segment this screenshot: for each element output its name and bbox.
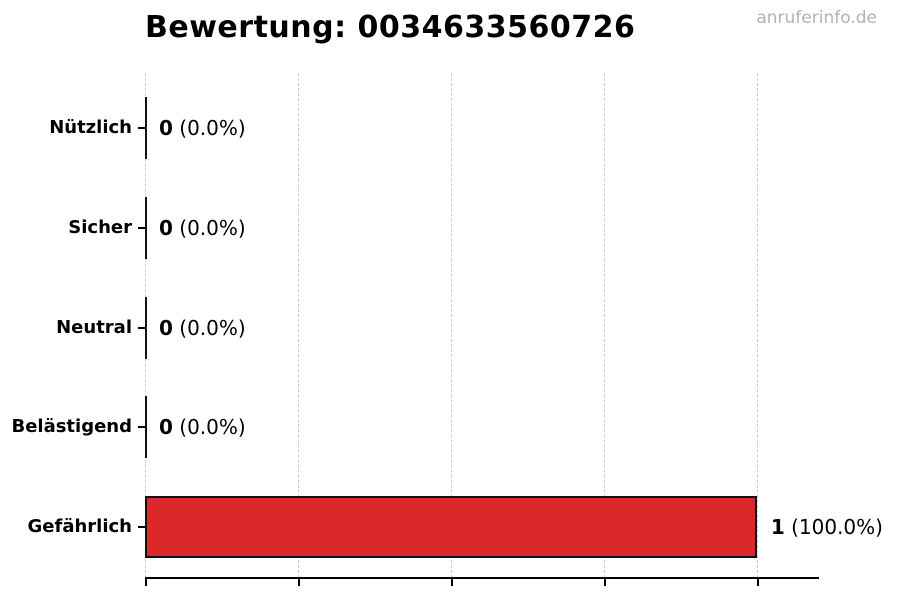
x-tick xyxy=(297,579,300,586)
y-tick xyxy=(138,127,145,129)
gridline xyxy=(297,73,299,578)
bar-zero xyxy=(145,396,147,458)
value-label: 0 (0.0%) xyxy=(159,216,246,240)
value-label: 0 (0.0%) xyxy=(159,415,246,439)
bar-zero xyxy=(145,97,147,159)
value-count: 0 xyxy=(159,216,173,240)
value-label: 1 (100.0%) xyxy=(770,515,883,539)
value-count: 0 xyxy=(159,415,173,439)
value-count: 1 xyxy=(770,515,785,539)
bar xyxy=(145,496,757,558)
value-count: 0 xyxy=(159,315,173,340)
y-tick xyxy=(138,526,145,528)
y-tick xyxy=(138,426,145,428)
value-label: 0 (0.0%) xyxy=(159,315,246,340)
bar-zero xyxy=(145,197,147,259)
category-label: Nützlich xyxy=(49,117,132,138)
category-label: Belästigend xyxy=(11,416,132,437)
gridline xyxy=(756,73,758,578)
category-label: Gefährlich xyxy=(27,516,132,537)
y-tick xyxy=(138,227,145,229)
watermark-text: anruferinfo.de xyxy=(756,8,877,28)
plot-area: Nützlich 0 (0.0%) Sicher 0 (0.0%) Neutral 0 (… xyxy=(11,73,883,578)
chart-title: Bewertung: 0034633560726 xyxy=(145,10,636,45)
x-tick xyxy=(603,579,606,586)
bar-zero xyxy=(145,296,147,359)
y-tick xyxy=(138,326,145,329)
category-label: Neutral xyxy=(56,316,132,338)
x-tick xyxy=(756,579,759,586)
x-tick xyxy=(450,579,453,586)
x-axis-line xyxy=(145,577,819,579)
value-count: 0 xyxy=(159,116,173,140)
x-tick xyxy=(145,579,147,586)
category-label: Sicher xyxy=(68,217,132,238)
gridline xyxy=(450,73,452,578)
value-label: 0 (0.0%) xyxy=(159,116,246,140)
gridline xyxy=(603,73,605,578)
